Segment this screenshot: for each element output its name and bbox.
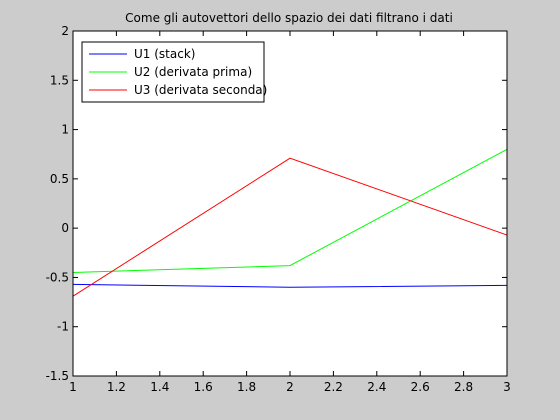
y-tick-label: 1.5 [50,73,69,87]
legend-label-2: U2 (derivata prima) [134,65,252,79]
y-tick-label: -0.5 [46,270,69,284]
series-layer [72,148,508,297]
x-tick-label: 1.4 [150,380,169,394]
x-tick-label: 2.6 [411,380,430,394]
series-line-1 [72,283,508,288]
y-tick-label: 2 [61,24,69,38]
ticks-layer: 1 1.2 1.4 1.6 1.8 2 2.2 2.4 2.6 2.8 3 -1.5 -1 -0.5 0 0.… [46,24,511,394]
series-line-3 [72,157,508,297]
x-tick-label: 1 [69,380,77,394]
legend[interactable]: U1 (stack) U2 (derivata prima) U3 (derivat… [81,41,267,103]
legend-label-1: U1 (stack) [134,47,195,61]
x-tick-label: 1.8 [237,380,256,394]
y-tick-label: 1 [61,123,69,137]
y-tick-label: 0 [61,221,69,235]
y-tick-label: -1 [57,320,69,334]
series-line-2 [72,148,508,273]
y-tick-label: -1.5 [46,369,69,383]
x-tick-label: 2.8 [454,380,473,394]
x-tick-label: 1.6 [194,380,213,394]
x-tick-label: 3 [503,380,511,394]
x-tick-label: 1.2 [107,380,126,394]
legend-label-3: U3 (derivata seconda) [134,83,267,97]
x-tick-label: 2.2 [324,380,343,394]
x-tick-label: 2 [286,380,294,394]
x-tick-label: 2.4 [367,380,386,394]
chart-title: Come gli autovettori dello spazio dei da… [125,11,453,25]
y-tick-label: 0.5 [50,172,69,186]
